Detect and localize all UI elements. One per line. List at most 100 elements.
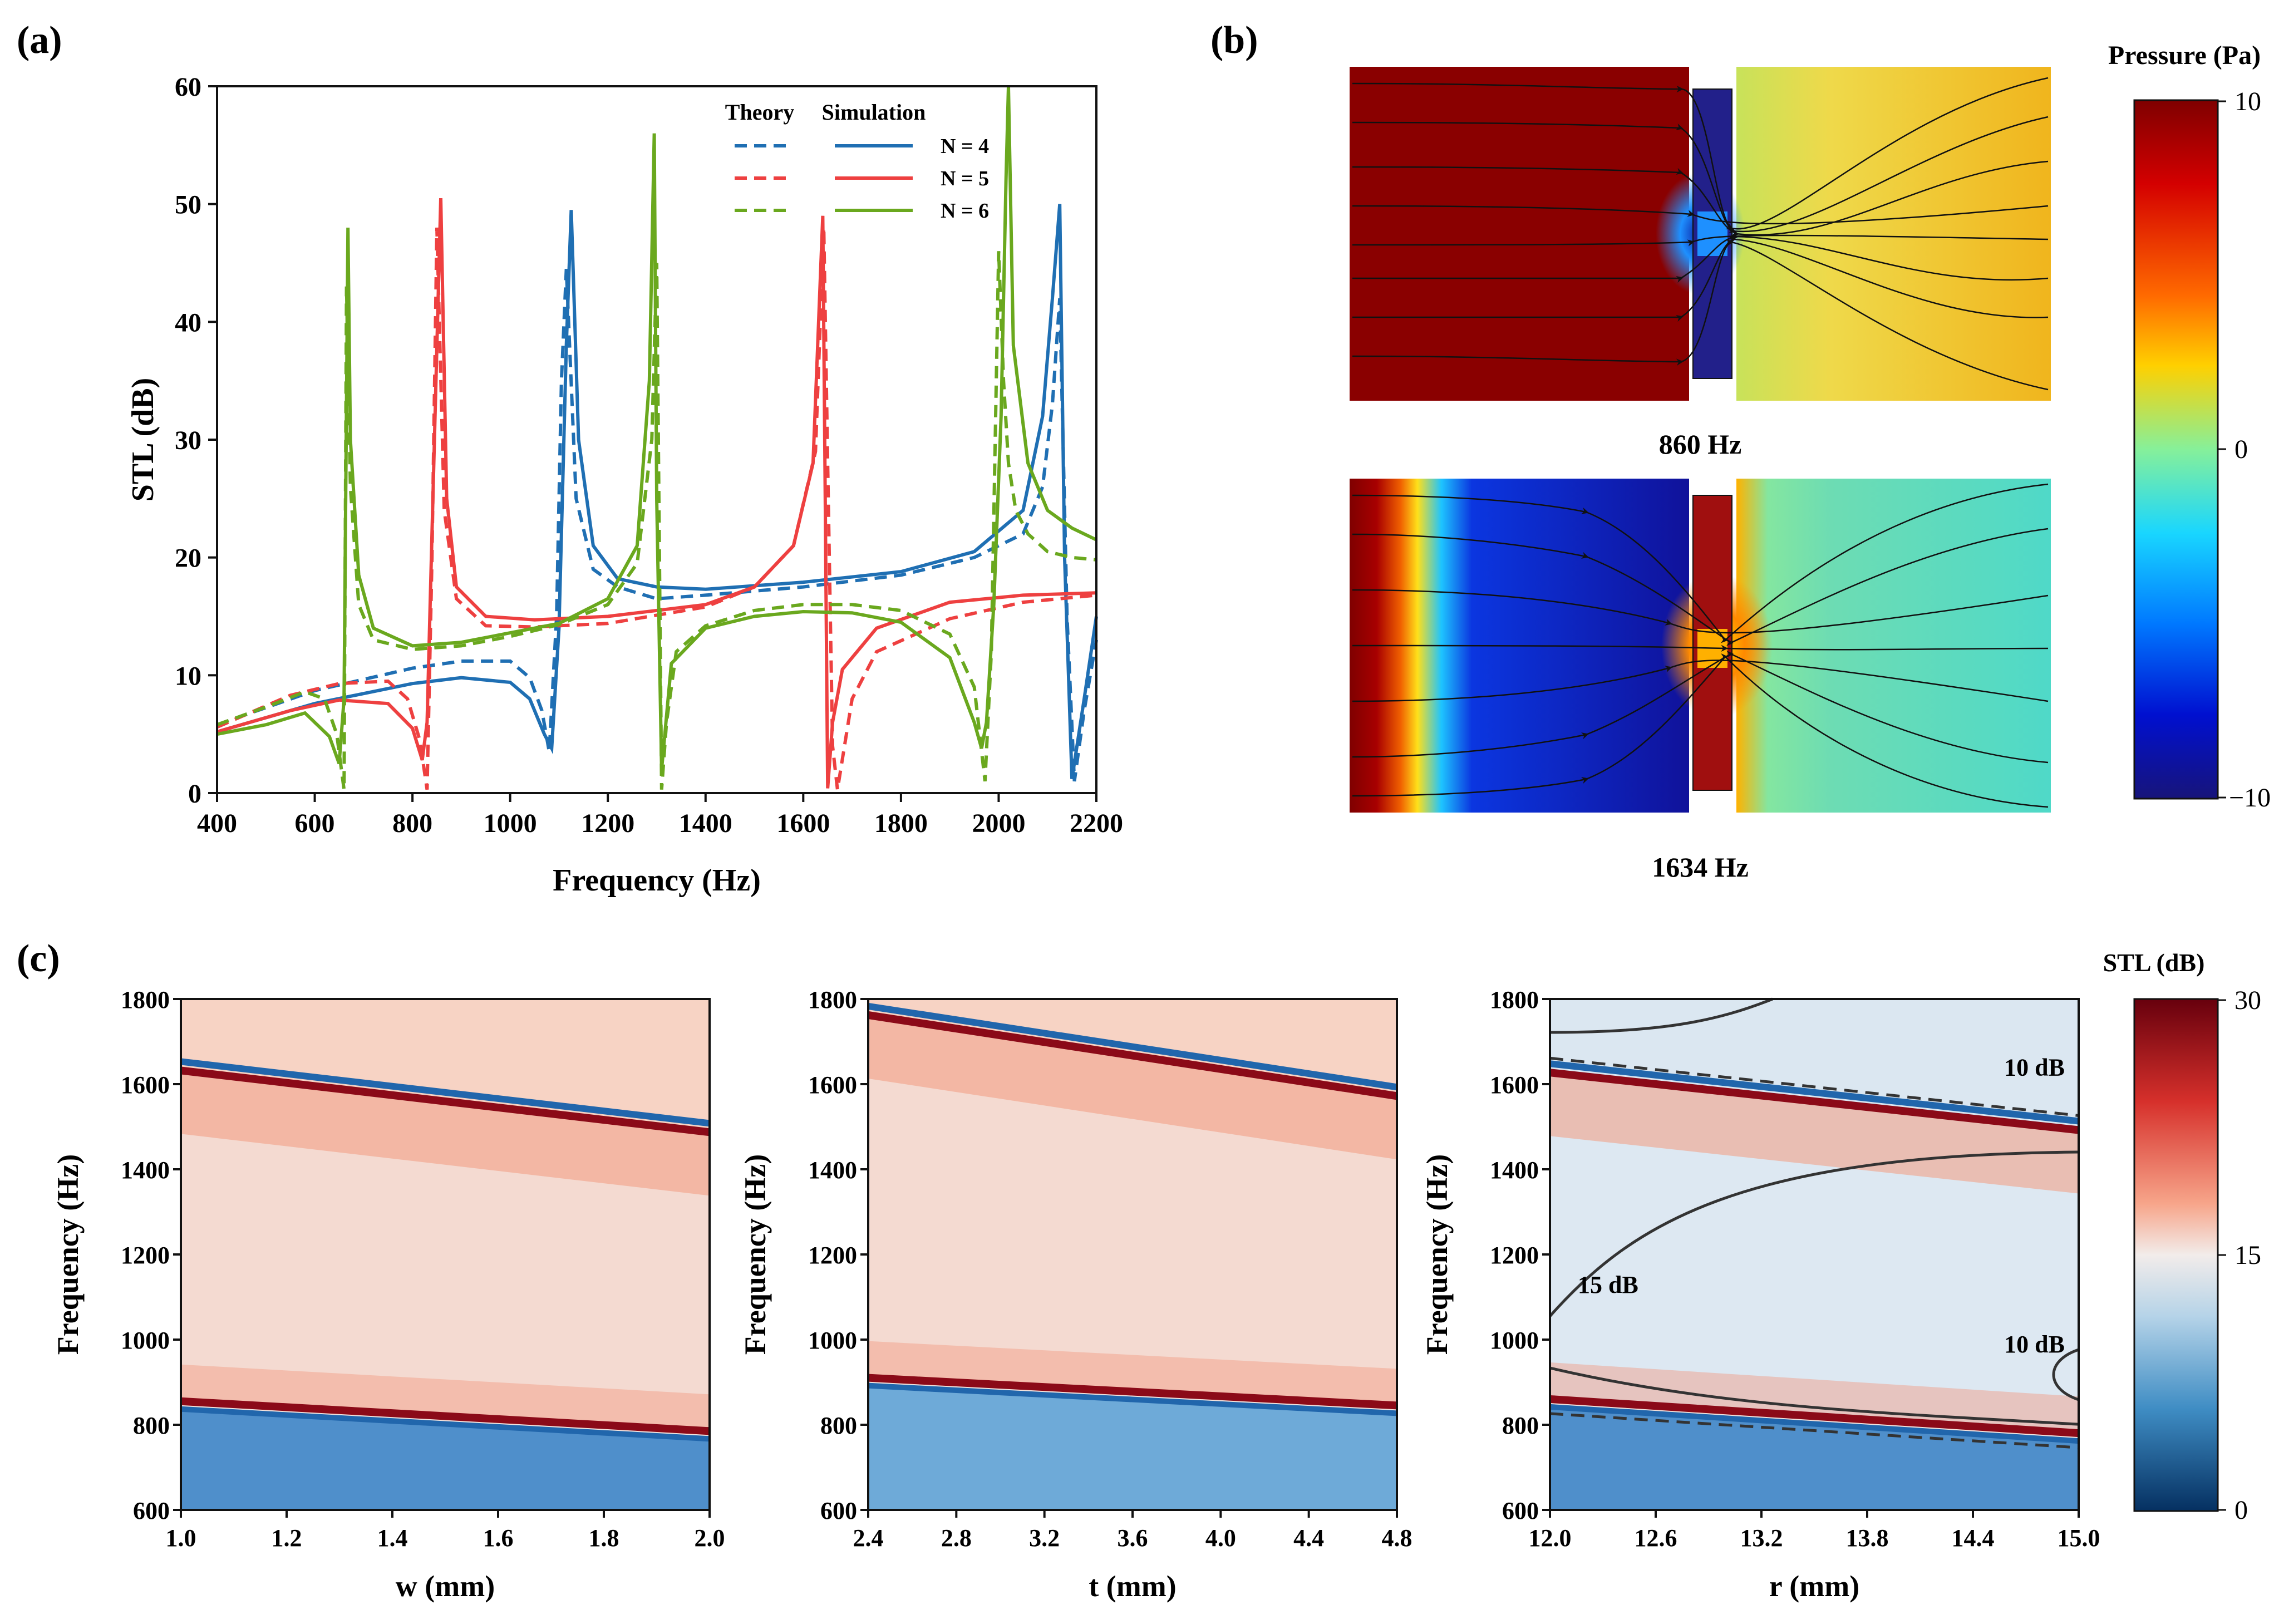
legend-header-theory: Theory	[725, 100, 794, 125]
map-lower-dip-band	[180, 1406, 710, 1442]
x-tick-label: 1.2	[272, 1524, 302, 1552]
x-tick-label: 1600	[776, 809, 830, 838]
x-axis-label: t (mm)	[1089, 1569, 1176, 1603]
panel-a-line-chart: 400 600 800 1000 1200 1400 1600 1800 2000 2200 0 10…	[126, 72, 1123, 898]
x-tick-label: 1.8	[589, 1524, 619, 1552]
legend-header-simulation: Simulation	[822, 100, 926, 125]
stl-colorbar	[2133, 998, 2219, 1512]
contour-10db-lower	[1549, 1412, 2079, 1449]
x-tick-label: 2.8	[941, 1524, 972, 1552]
x-tick-label: 12.6	[1635, 1524, 1677, 1552]
panel-a-label: (a)	[17, 19, 62, 62]
x-tick-label: 4.4	[1293, 1524, 1324, 1552]
x-tick-label: 3.6	[1118, 1524, 1148, 1552]
y-tick-label: 20	[175, 544, 201, 573]
x-tick-label: 4.0	[1205, 1524, 1236, 1552]
x-tick-label: 2000	[972, 809, 1025, 838]
contour-right-loop	[2052, 1348, 2079, 1401]
stl-colorbar-tick-label: 0	[2234, 1495, 2248, 1525]
x-axis-label: r (mm)	[1769, 1569, 1859, 1603]
x-tick-label: 3.2	[1029, 1524, 1060, 1552]
annotation-10db-right: 10 dB	[2004, 1331, 2065, 1358]
y-tick-label: 1000	[1490, 1327, 1539, 1354]
x-tick-label: 1400	[679, 809, 732, 838]
pressure-field-860hz	[1350, 67, 2051, 401]
series-line-3	[216, 227, 1097, 790]
x-tick-label: 13.2	[1740, 1524, 1783, 1552]
x-tick-label: 1.0	[166, 1524, 196, 1552]
map-lower-dip-band	[1549, 1404, 2079, 1444]
streamlines-860	[1352, 77, 2049, 391]
y-tick-label: 1400	[121, 1157, 170, 1184]
map-upper-warm-zone	[868, 1011, 1397, 1160]
y-tick-label: 800	[133, 1412, 170, 1439]
x-tick-label: 2.4	[853, 1524, 884, 1552]
x-tick-label: 4.8	[1382, 1524, 1412, 1552]
y-tick-label: 1000	[808, 1327, 857, 1354]
pressure-right-region-860	[1736, 67, 2051, 401]
series-line-1	[216, 268, 1098, 782]
x-tick-label: 2200	[1070, 809, 1123, 838]
caption-860hz: 860 Hz	[1659, 429, 1742, 460]
x-tick-label: 14.4	[1952, 1524, 1995, 1552]
annotation-10db-upper: 10 dB	[2004, 1054, 2065, 1081]
y-tick-label: 10	[175, 661, 201, 691]
y-tick-label: 50	[175, 190, 201, 220]
pressure-colorbar-tick-label: 10	[2234, 87, 2261, 116]
y-tick-label: 0	[188, 779, 201, 809]
y-axis-label: Frequency (Hz)	[51, 1154, 85, 1355]
y-tick-label: 1200	[1490, 1242, 1539, 1269]
map-low-region	[868, 1384, 1397, 1510]
map-contours	[1549, 997, 2079, 1449]
panel-c-stl-maps: 1.0 1.2 1.4 1.6 1.8 2.0 600 800 1000 1200 1400 1600…	[51, 986, 2100, 1603]
legend-label: N = 6	[941, 199, 989, 223]
stl-colorbar-title: STL (dB)	[2103, 948, 2205, 977]
legend-label: N = 4	[941, 135, 989, 158]
series-line-2	[216, 198, 1097, 789]
x-tick-label: 1.4	[377, 1524, 408, 1552]
panel-c-label: (c)	[17, 937, 60, 980]
pressure-colorbar-ticks	[2218, 100, 2226, 799]
contour-15db-upper	[1549, 1150, 2079, 1317]
y-tick-label: 1000	[121, 1327, 170, 1354]
map-upper-dip-band	[1549, 1060, 2079, 1125]
map-lower-peak-band	[180, 1397, 710, 1435]
y-tick-label: 1600	[121, 1071, 170, 1099]
y-tick-label: 60	[175, 72, 201, 102]
map-upper-warm-zone	[1550, 1069, 2079, 1194]
y-tick-label: 40	[175, 308, 201, 337]
y-tick-label: 1400	[1490, 1157, 1539, 1184]
x-tick-label: 600	[295, 809, 335, 838]
pressure-colorbar-title: Pressure (Pa)	[2108, 41, 2261, 70]
y-tick-label: 800	[1502, 1412, 1539, 1439]
map-lower-warm-zone	[181, 1364, 710, 1434]
map-upper-peak-band	[180, 1066, 710, 1136]
x-tick-label: 1.6	[483, 1524, 514, 1552]
x-tick-label: 15.0	[2058, 1524, 2100, 1552]
y-axis-label: Frequency (Hz)	[1420, 1154, 1454, 1355]
y-tick-label: 1200	[808, 1242, 857, 1269]
map-lower-warm-zone	[868, 1341, 1397, 1408]
pressure-right-region-1634	[1736, 479, 2051, 813]
y-tick-label: 600	[1502, 1497, 1539, 1524]
caption-1634hz: 1634 Hz	[1652, 852, 1749, 883]
x-tick-label: 1200	[581, 809, 634, 838]
y-tick-label: 1800	[1490, 986, 1539, 1013]
map-upper-peak-band	[867, 1011, 1398, 1100]
x-tick-label: 12.0	[1529, 1524, 1572, 1552]
x-axis-label: w (mm)	[396, 1569, 495, 1603]
y-tick-label: 1400	[808, 1157, 857, 1184]
streamlines-1634	[1352, 483, 2049, 808]
map-upper-peak-band	[1549, 1069, 2079, 1134]
y-axis-label: STL (dB)	[126, 378, 160, 502]
y-tick-label: 1200	[121, 1242, 170, 1269]
y-tick-label: 30	[175, 426, 201, 455]
x-tick-label: 400	[197, 809, 237, 838]
x-tick-label: 1000	[484, 809, 537, 838]
map-lower-dip-band	[868, 1382, 1397, 1416]
map-upper-dip-band	[868, 1003, 1397, 1091]
contour-top	[1549, 997, 1773, 1034]
map-lower-peak-band	[868, 1374, 1397, 1410]
x-tick-label: 1800	[874, 809, 928, 838]
